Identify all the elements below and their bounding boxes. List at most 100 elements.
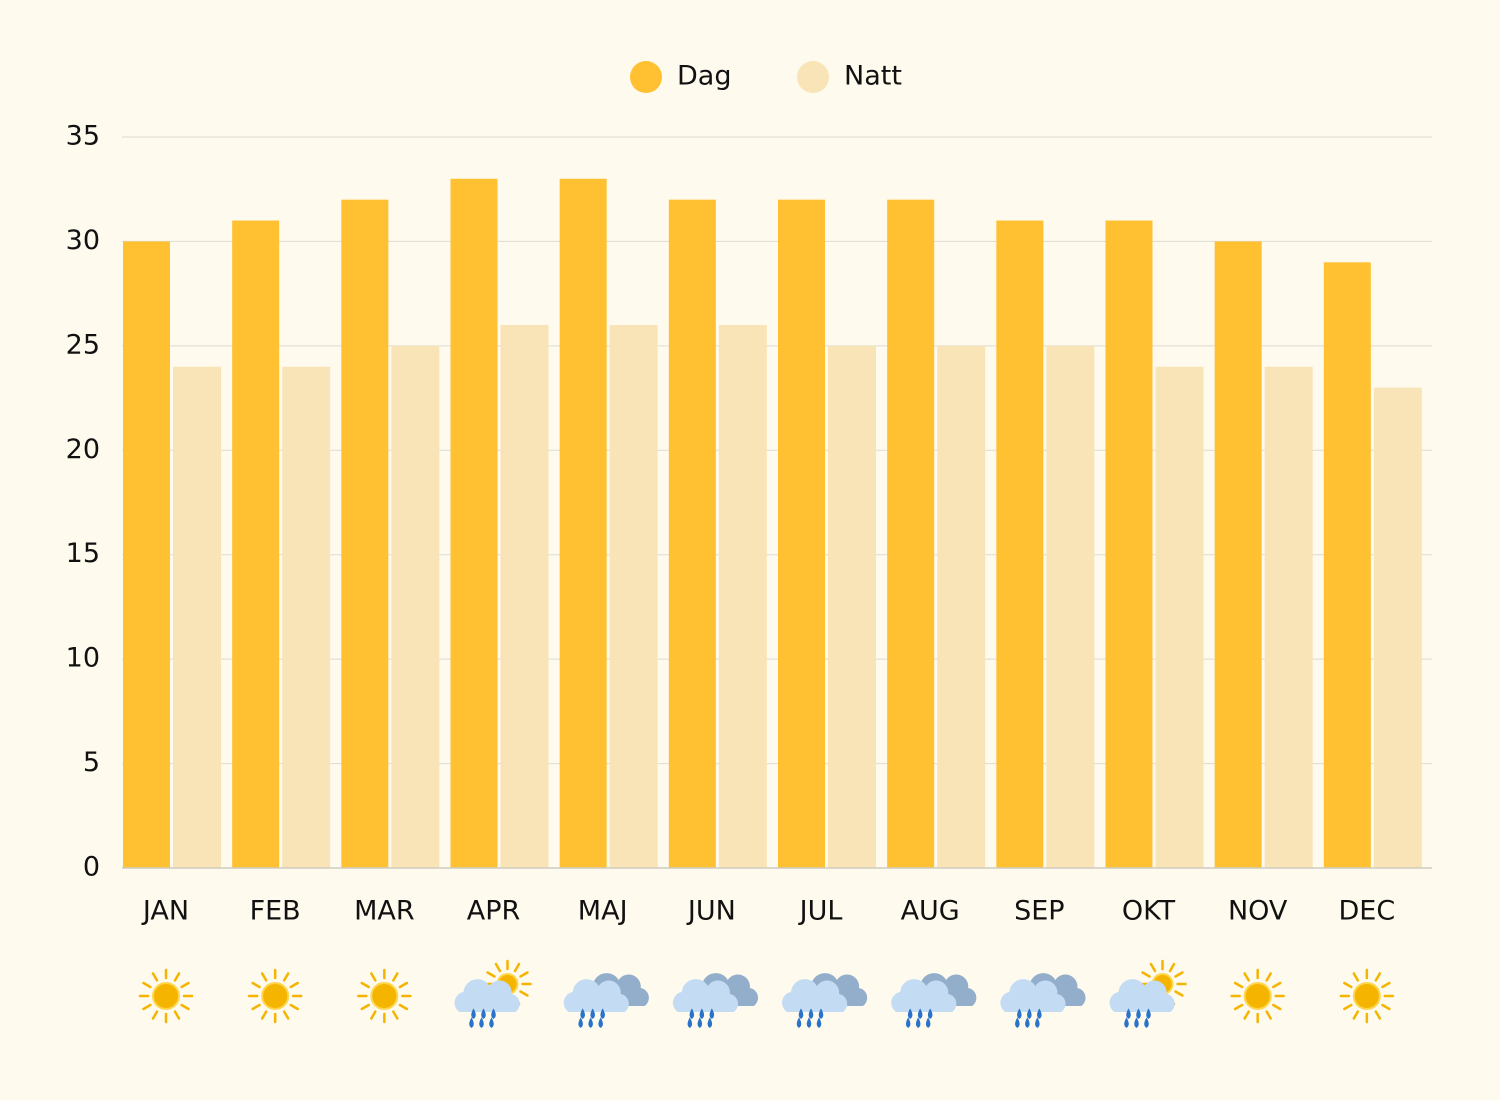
y-tick-label: 30 — [66, 225, 100, 256]
sun-ray — [289, 1003, 299, 1011]
rain-drop — [699, 1008, 705, 1019]
bar — [1373, 387, 1422, 868]
rain-drop — [1134, 1017, 1139, 1028]
sun-ray — [180, 981, 190, 989]
sun-ray — [1265, 1010, 1272, 1020]
sun-ray — [1149, 962, 1157, 973]
y-tick-label: 5 — [83, 747, 100, 778]
sun-ray — [360, 1003, 370, 1011]
y-tick-label: 10 — [66, 643, 100, 674]
rain-drop — [915, 1017, 921, 1028]
rain-drop — [481, 1008, 486, 1019]
sun-ray — [180, 1003, 190, 1011]
bar — [887, 199, 935, 868]
legend-label: Dag — [677, 61, 731, 92]
sun-ray — [142, 1003, 152, 1011]
rain-drop — [808, 1008, 814, 1019]
weather-icon — [563, 973, 649, 1028]
sun-ray — [392, 1010, 399, 1020]
rain-drop — [1017, 1008, 1022, 1019]
sun-disc — [261, 982, 290, 1010]
x-tick-label: AUG — [901, 896, 960, 927]
x-tick-label: DEC — [1338, 896, 1395, 927]
weather-icon — [1000, 973, 1086, 1028]
rain-drop — [1146, 1008, 1151, 1019]
bar — [232, 220, 280, 869]
rain-drop — [927, 1008, 933, 1019]
x-tick-label: JUN — [686, 896, 736, 927]
sun-ray — [1272, 1003, 1282, 1011]
weather-icon — [454, 959, 532, 1028]
sun-ray — [1343, 1003, 1353, 1011]
sun-ray — [1343, 981, 1353, 989]
sun-ray — [251, 981, 261, 989]
bar — [609, 324, 658, 868]
rain-drop — [600, 1008, 605, 1019]
sun-ray — [1272, 981, 1282, 989]
sun-ray — [1243, 972, 1250, 982]
sun-ray — [1243, 1010, 1250, 1020]
rain-drop — [479, 1017, 484, 1028]
weather-icon — [357, 968, 412, 1024]
sun-ray — [1233, 1003, 1244, 1011]
bar — [1105, 220, 1153, 869]
rain-drop — [1035, 1017, 1040, 1028]
sun-disc — [152, 982, 180, 1010]
rain-drop — [816, 1017, 822, 1028]
sun-ray — [1141, 971, 1151, 978]
sun-ray — [1265, 972, 1272, 982]
sun-ray — [1352, 1010, 1360, 1020]
rain-drop — [469, 1017, 474, 1028]
weather-icon — [1109, 959, 1187, 1028]
sun-disc — [1243, 982, 1272, 1010]
rain-drop — [578, 1017, 583, 1028]
rain-drop — [907, 1008, 913, 1019]
legend-label: Natt — [844, 61, 902, 92]
sun-ray — [513, 962, 521, 973]
cloud — [672, 979, 739, 1012]
cloud — [563, 979, 629, 1012]
rain-drop — [818, 1008, 824, 1019]
sun-ray — [260, 972, 268, 982]
rain-drop — [1037, 1008, 1042, 1019]
bar — [1046, 345, 1095, 868]
weather-icon — [138, 968, 194, 1024]
bar — [778, 199, 825, 868]
bar — [1323, 262, 1371, 868]
bar — [341, 199, 389, 868]
sun-ray — [360, 981, 370, 989]
bar — [1155, 366, 1204, 868]
rain-drop — [489, 1017, 494, 1028]
bar — [937, 345, 986, 868]
rain-drop — [798, 1008, 804, 1019]
sun-ray — [1233, 981, 1244, 989]
rain-drop — [1025, 1017, 1030, 1028]
rain-drop — [598, 1017, 603, 1028]
sun-disc — [370, 982, 399, 1010]
bar — [391, 345, 440, 868]
sun-ray — [142, 981, 152, 989]
rain-drop — [709, 1008, 715, 1019]
bar — [828, 345, 876, 868]
sun-ray — [370, 972, 377, 982]
rain-drop — [806, 1017, 812, 1028]
sun-ray — [260, 1010, 268, 1020]
sun-disc — [1352, 982, 1381, 1010]
x-tick-label: JAN — [141, 896, 189, 927]
rain-drop — [580, 1008, 585, 1019]
x-tick-label: NOV — [1228, 896, 1288, 927]
x-tick-label: MAR — [354, 896, 415, 927]
sun-ray — [1381, 981, 1391, 989]
bar — [450, 178, 498, 868]
rain-drop — [697, 1017, 703, 1028]
y-tick-label: 25 — [66, 329, 100, 360]
sun-ray — [519, 990, 529, 997]
sun-ray — [251, 1003, 261, 1011]
sun-ray — [398, 1003, 409, 1011]
y-tick-label: 35 — [66, 121, 100, 152]
rain-drop — [1144, 1017, 1149, 1028]
rain-drop — [590, 1008, 595, 1019]
weather-icon — [1339, 968, 1395, 1024]
sun-ray — [151, 1010, 159, 1020]
